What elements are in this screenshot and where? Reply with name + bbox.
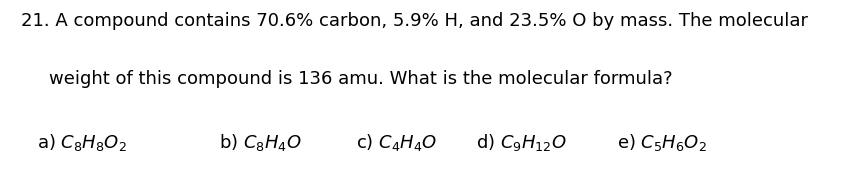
- Text: d) $C_9H_{12}O$: d) $C_9H_{12}O$: [476, 132, 566, 153]
- Text: b) $C_8H_4O$: b) $C_8H_4O$: [219, 132, 302, 153]
- Text: c) $C_4H_4O$: c) $C_4H_4O$: [356, 132, 437, 153]
- Text: e) $C_5H_6O_2$: e) $C_5H_6O_2$: [617, 132, 707, 153]
- Text: weight of this compound is 136 amu. What is the molecular formula?: weight of this compound is 136 amu. What…: [49, 70, 673, 88]
- Text: a) $C_8H_8O_2$: a) $C_8H_8O_2$: [37, 132, 127, 153]
- Text: 21. A compound contains 70.6% carbon, 5.9% H, and 23.5% O by mass. The molecular: 21. A compound contains 70.6% carbon, 5.…: [21, 12, 807, 30]
